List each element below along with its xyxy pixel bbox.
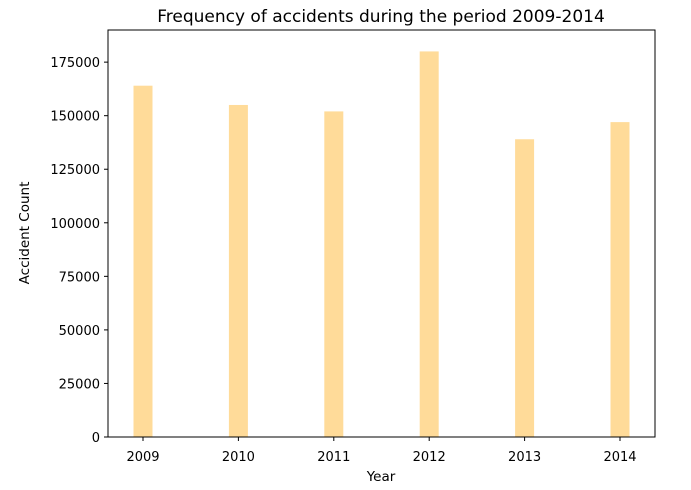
x-tick-label-2010: 2010 bbox=[222, 450, 255, 465]
y-tick-label-0: 0 bbox=[92, 431, 100, 446]
y-axis: 0 25000 50000 75000 100000 125000 150000 175000 bbox=[50, 56, 108, 446]
x-axis-label: Year bbox=[366, 469, 396, 485]
bar-2010 bbox=[228, 104, 248, 437]
x-tick-label-2013: 2013 bbox=[508, 450, 541, 465]
chart-title: Frequency of accidents during the period… bbox=[157, 7, 605, 27]
bar-2012 bbox=[419, 51, 439, 437]
x-tick-label-2011: 2011 bbox=[317, 450, 350, 465]
y-tick-label-150000: 150000 bbox=[50, 110, 100, 125]
x-tick-label-2014: 2014 bbox=[603, 450, 636, 465]
y-tick-label-25000: 25000 bbox=[59, 377, 100, 392]
y-tick-label-125000: 125000 bbox=[50, 163, 100, 178]
bar-2011 bbox=[324, 111, 344, 438]
bars-group bbox=[133, 51, 630, 438]
y-tick-label-50000: 50000 bbox=[59, 324, 100, 339]
y-tick-label-100000: 100000 bbox=[50, 217, 100, 232]
bar-2013 bbox=[515, 139, 535, 437]
x-axis: 2009 2010 2011 2012 2013 2014 bbox=[126, 437, 637, 465]
x-tick-label-2009: 2009 bbox=[126, 450, 159, 465]
plot-frame bbox=[107, 29, 656, 438]
x-tick-label-2012: 2012 bbox=[413, 450, 446, 465]
y-tick-label-175000: 175000 bbox=[50, 56, 100, 71]
bar-2014 bbox=[610, 122, 630, 437]
bar-2009 bbox=[133, 85, 153, 438]
y-axis-label: Accident Count bbox=[17, 182, 33, 285]
y-tick-label-75000: 75000 bbox=[59, 270, 100, 285]
